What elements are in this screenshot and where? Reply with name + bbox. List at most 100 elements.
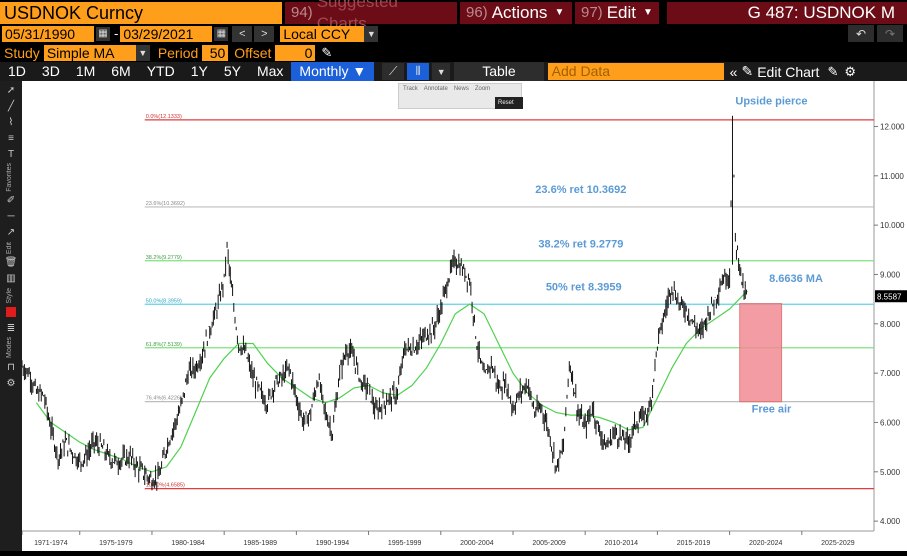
edit-layout-icon[interactable]: ✎ (827, 63, 839, 79)
annotate-button[interactable]: Annotate (423, 86, 448, 92)
chevron-right-icon[interactable]: > (254, 25, 275, 42)
y-tick-label: 8.000 (880, 320, 901, 329)
line-chart-icon[interactable]: ⟋ (382, 63, 405, 80)
period-label: Period (157, 44, 199, 61)
x-tick-label: 1995-1999 (388, 540, 422, 547)
edit-chart-button[interactable]: ✎ Edit Chart (741, 63, 819, 80)
line-style-icon[interactable]: ≣ (6, 322, 16, 334)
calendar-icon[interactable]: ▦ (96, 26, 110, 41)
chart-area[interactable]: 12.000 11.000 10.000 9.000 8.000 7.000 6.000 5.… (21, 81, 907, 551)
ticker-code: G 487: USDNOK M (667, 1, 907, 24)
settings-icon[interactable]: ⚙ (844, 63, 857, 79)
period-1d[interactable]: 1D (8, 63, 26, 79)
security-title[interactable]: USDNOK Curncy (0, 1, 282, 24)
current-price-label: 8.5587 (877, 293, 902, 302)
edit-chart-label: Edit Chart (757, 63, 820, 80)
period-5y[interactable]: 5Y (223, 63, 241, 79)
date-separator: - (114, 26, 119, 41)
suggested-charts-number: 94) (291, 3, 313, 21)
track-button[interactable]: Track (403, 86, 418, 92)
y-tick-label: 10.000 (880, 221, 905, 230)
calendar-icon[interactable]: ▦ (214, 26, 229, 41)
dropdown-arrow-icon[interactable]: ▼ (364, 25, 379, 42)
edit-number: 97) (581, 3, 603, 21)
x-tick-label: 2025-2029 (821, 540, 855, 547)
chart-annotation: 50% ret 8.3959 (546, 281, 622, 293)
cursor-icon[interactable]: ➚ (6, 84, 16, 96)
style-label: Style (6, 287, 13, 304)
zoom-button[interactable]: Zoom (474, 86, 491, 92)
y-tick-label: 11.000 (880, 172, 904, 181)
gear-icon[interactable]: ⚙ (6, 377, 16, 389)
trend-tool-icon[interactable]: ⌇ (8, 116, 14, 128)
magnet-icon[interactable]: ⊓ (7, 361, 15, 373)
trash-icon[interactable]: 🗑 (4, 257, 18, 269)
offset-label: Offset (234, 44, 272, 61)
end-date-field[interactable]: 03/29/2021 (120, 25, 213, 42)
free-air-box (739, 303, 783, 403)
text-tool-icon[interactable]: T (7, 148, 15, 160)
add-data-input[interactable]: Add Data (547, 63, 724, 80)
period-1y[interactable]: 1Y (190, 63, 208, 79)
collapse-left-icon[interactable]: « (729, 63, 738, 80)
news-button[interactable]: News (453, 86, 469, 92)
x-tick-label: 1985-1989 (244, 540, 278, 547)
suggested-charts-menu[interactable]: 94) Suggested Charts (285, 0, 457, 33)
date-range-bar: 05/31/1990 ▦ - 03/29/2021 ▦ < > Local CC… (0, 24, 907, 43)
y-axis-panel (874, 81, 907, 551)
ma-line (35, 290, 748, 473)
period-1m[interactable]: 1M (75, 63, 96, 79)
x-tick-label: 2000-2004 (460, 540, 494, 547)
grid-icon[interactable]: ▥ (6, 273, 16, 285)
period-max[interactable]: Max (256, 63, 284, 79)
actions-number: 96) (466, 3, 488, 21)
period-6m[interactable]: 6M (111, 63, 131, 79)
price-chart[interactable]: 12.000 11.000 10.000 9.000 8.000 7.000 6.000 5.… (21, 81, 907, 551)
fib-label: 76.4%(6.4226) (146, 396, 182, 402)
start-date-field[interactable]: 05/31/1990 (2, 25, 94, 42)
ray-icon[interactable]: ↗ (6, 227, 16, 239)
dropdown-arrow-icon[interactable]: ▼ (432, 63, 451, 80)
period-input[interactable]: 50 (202, 44, 229, 61)
undo-icon[interactable]: ↶ (848, 25, 874, 42)
frequency-select[interactable]: Monthly ▼ (291, 62, 375, 81)
chevron-left-icon[interactable]: < (232, 25, 253, 42)
x-tick-label: 2020-2024 (749, 540, 783, 547)
caret-down-icon: ▼ (642, 6, 653, 18)
fib-label: 38.2%(9.2779) (146, 255, 182, 261)
title-bar: USDNOK Curncy 94) Suggested Charts 96) A… (0, 0, 907, 33)
study-select[interactable]: Simple MA (43, 44, 136, 61)
redo-icon[interactable]: ↷ (877, 25, 903, 42)
reset-button[interactable]: Reset (495, 97, 523, 109)
color-swatch-icon[interactable] (2, 305, 20, 319)
chart-annotation: Upside pierce (735, 95, 807, 107)
caret-down-icon: ▼ (554, 6, 565, 18)
actions-label: Actions (491, 2, 548, 22)
y-tick-label: 7.000 (880, 369, 901, 378)
x-tick-label: 1990-1994 (316, 540, 350, 547)
pencil-icon[interactable]: ✎ (321, 44, 333, 60)
chart-annotation: 23.6% ret 10.3692 (535, 184, 626, 196)
modes-label: Modes (6, 337, 13, 359)
offset-input[interactable]: 0 (275, 44, 316, 61)
channel-tool-icon[interactable]: ≡ (8, 132, 14, 144)
edit-menu[interactable]: 97) Edit ▼ (575, 1, 659, 24)
period-3d[interactable]: 3D (41, 63, 60, 79)
period-bar: 1D 3D 1M 6M YTD 1Y 5Y Max Monthly ▼ ⟋ ⫴ … (0, 62, 907, 81)
brush-icon[interactable]: ✐ (6, 195, 16, 207)
currency-select[interactable]: Local CCY (280, 25, 365, 42)
study-label: Study (4, 44, 40, 61)
y-tick-label: 9.000 (880, 270, 901, 279)
period-ytd[interactable]: YTD (146, 63, 175, 79)
current-price-tag (875, 290, 907, 303)
table-button[interactable]: Table (454, 62, 544, 81)
bar-chart-icon[interactable]: ⫴ (407, 63, 430, 80)
dropdown-arrow-icon[interactable]: ▼ (135, 44, 150, 61)
price-bars (21, 115, 747, 491)
hline-icon[interactable]: ─ (7, 211, 15, 223)
left-toolbar: ➚ ╱ ⌇ ≡ T Favorites ✐ ─ ↗ Edit 🗑 ▥ Style… (0, 81, 22, 551)
line-tool-icon[interactable]: ╱ (7, 100, 15, 112)
actions-menu[interactable]: 96) Actions ▼ (460, 1, 572, 24)
x-tick-label: 2005-2009 (532, 540, 566, 547)
y-tick-label: 4.000 (880, 517, 901, 526)
